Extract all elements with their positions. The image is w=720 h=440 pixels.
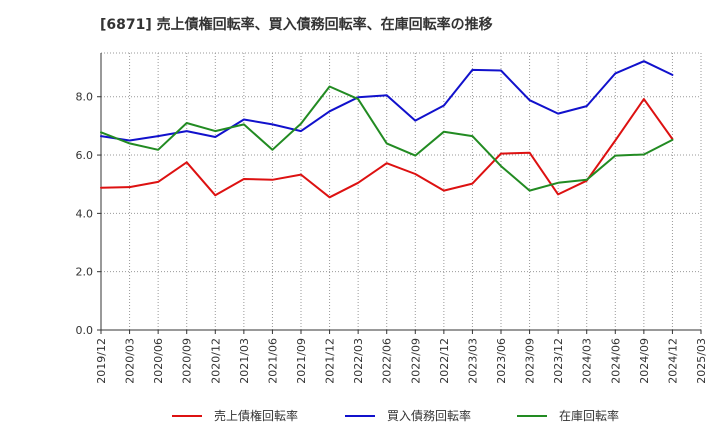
x-tick-label: 2022/03 [352,338,365,384]
chart-title: [6871] 売上債権回転率、買入債務回転率、在庫回転率の推移 [100,16,493,33]
x-tick-label: 2023/12 [552,338,565,384]
x-tick-label: 2021/06 [266,338,279,384]
x-tick-label: 2022/06 [381,338,394,384]
x-tick-label: 2020/06 [152,338,165,384]
x-tick-label: 2021/03 [238,338,251,384]
series-line-2 [100,60,674,142]
y-tick-label: 6.0 [76,149,94,162]
legend-label-3: 在庫回転率 [559,408,619,423]
legend: 売上債権回転率 買入債務回転率 在庫回転率 [172,408,619,423]
y-tick-label: 2.0 [76,266,94,279]
y-tick-label: 4.0 [76,207,94,220]
x-tick-label: 2020/09 [181,338,194,384]
x-tick-label: 2025/03 [695,338,708,384]
x-tick-label: 2021/12 [324,338,337,384]
legend-label-1: 売上債権回転率 [214,408,298,423]
x-tick-label: 2022/12 [438,338,451,384]
series-line-3 [100,85,674,192]
plot-area: 0.0 2.0 4.0 6.0 8.0 2019/12 2020/03 2020/06 2020… [76,52,708,384]
x-tick-label: 2020/03 [124,338,137,384]
x-tick-label: 2023/06 [495,338,508,384]
x-tick-label: 2023/09 [524,338,537,384]
x-tick-label: 2024/09 [638,338,651,384]
x-tick-label: 2024/06 [609,338,622,384]
legend-label-2: 買入債務回転率 [387,408,471,423]
y-tick-label: 0.0 [76,324,94,337]
x-tick-label: 2020/12 [209,338,222,384]
x-tick-label: 2024/12 [666,338,679,384]
x-tick-label: 2023/03 [466,338,479,384]
x-tick-label: 2022/09 [409,338,422,384]
x-tick-label: 2021/09 [295,338,308,384]
x-tick-label: 2024/03 [581,338,594,384]
x-tick-label: 2019/12 [95,338,108,384]
y-tick-label: 8.0 [76,91,94,104]
series-line-1 [100,98,674,199]
